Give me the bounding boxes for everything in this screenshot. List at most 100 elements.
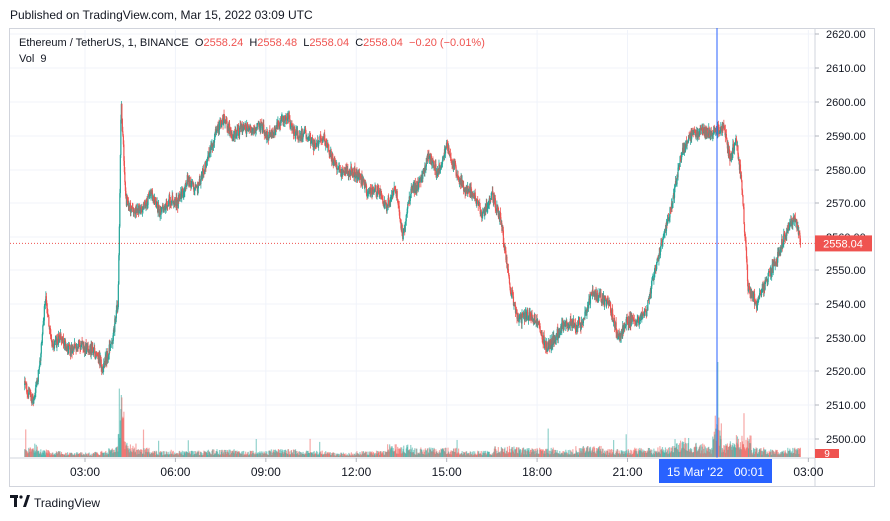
candle-body [150,192,152,196]
volume-bar [703,444,705,457]
candle-body [135,207,137,210]
candle-body [675,184,678,185]
candle-body [333,161,335,165]
candle-body [557,328,559,339]
candle-body [706,130,708,138]
candle-body [388,205,390,207]
candle-body [687,141,689,144]
volume-bar [218,450,221,457]
candle-body [41,343,43,344]
candle-body [518,317,521,319]
candle-body [118,255,120,285]
candle-body [367,191,369,195]
candle-body [375,185,377,193]
candle-body [455,166,457,176]
candle-body [606,299,608,302]
candle-body [30,395,32,400]
candle-body [588,298,590,305]
candle-body [680,153,683,160]
symbol-label[interactable]: Ethereum / TetherUS, 1, BINANCE [19,37,189,49]
candle-body [779,249,781,256]
volume-bar [456,439,458,457]
candle-body [314,140,316,145]
candle-body [638,317,640,325]
candle-body [354,167,356,173]
candle-body [182,195,184,197]
volume-bar [44,451,46,457]
candle-body [293,127,296,132]
candle-body [504,247,507,251]
candle-body [509,287,512,293]
volume-bar [794,449,796,457]
candle-body [796,220,798,229]
candle-body [43,320,45,322]
candle-body [210,143,212,153]
candle-body [26,392,28,395]
candle-body [30,394,32,396]
candle-body [717,124,719,135]
candle-body [184,190,186,193]
candle-body [733,142,736,151]
candle-body [761,288,763,296]
candle-body [625,326,627,328]
candle-body [715,130,717,135]
candle-body [732,144,735,153]
volume-bar [578,448,580,457]
candle-body [628,316,630,325]
candle-body [774,262,776,267]
candle-body [52,343,55,348]
candle-body [32,394,34,400]
candle-body [60,333,62,339]
candle-body [745,240,747,248]
candle-body [641,312,643,320]
candle-body [503,244,506,251]
candle-body [35,384,37,393]
candle-body [529,312,532,317]
volume-bar [702,443,704,457]
candle-body [223,115,226,124]
candle-body [33,397,35,404]
candle-body [215,129,217,133]
ohlc-legend: Ethereum / TetherUS, 1, BINANCE O2558.24… [19,37,485,49]
candle-body [719,131,721,134]
candle-body [197,182,199,189]
volume-bar [212,449,214,457]
candle-body [199,179,201,184]
candle-body [584,311,587,313]
chart-frame[interactable] [9,28,875,487]
volume-label[interactable]: Vol [19,53,35,65]
footer-branding[interactable]: TradingView [10,495,100,510]
candle-body [789,222,791,228]
candle-body [617,335,619,338]
candle-body [78,342,81,344]
candle-body [636,319,638,322]
candle-body [313,144,315,151]
candle-body [665,221,668,231]
candle-body [294,134,297,139]
volume-bar [372,451,375,457]
candle-body [775,262,777,263]
candle-body [546,342,548,352]
candle-body [425,166,427,169]
candle-body [121,118,123,132]
volume-bar [313,450,315,457]
candle-body [622,325,624,332]
volume-bar [513,446,515,457]
volume-bar [25,429,27,457]
candle-body [339,166,341,170]
candle-body [315,144,317,146]
candle-body [735,138,738,142]
volume-bar [611,449,613,457]
candle-body [526,310,529,320]
volume-bar [143,448,145,457]
time-tick-label: 03:00 [70,465,100,479]
candle-body [754,301,756,305]
candle-body [42,320,44,326]
candle-body [457,175,459,178]
candle-body [605,301,608,306]
volume-bar [628,450,630,457]
volume-bar [559,450,561,457]
candle-body [325,141,327,143]
candle-body [521,313,523,324]
